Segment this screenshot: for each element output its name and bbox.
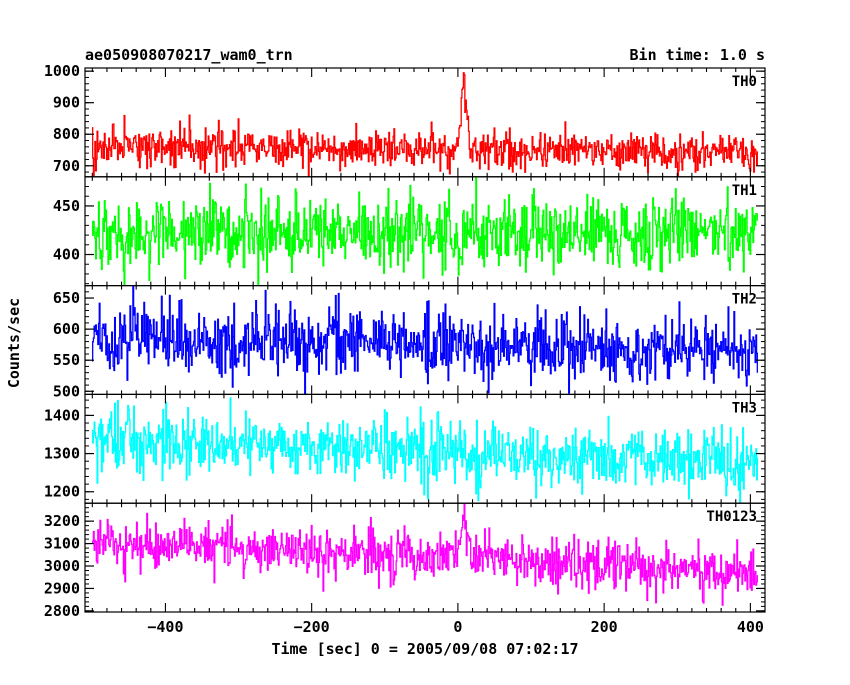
series-line-th2 (91, 285, 759, 395)
panel-th0123: 2800 2900 3000 3100 3200 TH0123 (44, 502, 766, 620)
x-tick-label: 0 (453, 618, 462, 636)
series-line-th1 (91, 176, 759, 286)
x-axis-label: Time [sec] 0 = 2005/09/08 07:02:17 (271, 640, 578, 658)
x-tick-label: 200 (591, 618, 618, 636)
y-tick-label: 3100 (44, 535, 80, 553)
series-line-th0123 (91, 503, 759, 606)
y-tick-label: 1400 (44, 406, 80, 424)
y-tick-label: 900 (53, 94, 80, 112)
x-tick-label: 400 (737, 618, 764, 636)
series-line-th0 (91, 72, 759, 177)
panel-th2: 500 550 600 650 TH2 (53, 285, 766, 400)
y-tick-label: 3000 (44, 557, 80, 575)
y-tick-label: 700 (53, 157, 80, 175)
y-tick-label: 550 (53, 351, 80, 369)
y-tick-label: 1300 (44, 445, 80, 463)
y-tick-label: 800 (53, 125, 80, 143)
panel-label-th0123: TH0123 (706, 509, 757, 525)
y-tick-label: 600 (53, 320, 80, 338)
x-tick-label: −400 (147, 618, 183, 636)
y-tick-label: 3200 (44, 512, 80, 530)
panel-th1: 400 450 TH1 (53, 176, 766, 287)
series-line-th3 (91, 397, 759, 504)
y-tick-label: 500 (53, 382, 80, 400)
x-tick-label: −200 (294, 618, 330, 636)
chart-title: ae050908070217_wam0_trn (85, 46, 293, 64)
y-tick-label: 1200 (44, 483, 80, 501)
bin-time-label: Bin time: 1.0 s (630, 46, 765, 64)
y-tick-label: 2800 (44, 602, 80, 620)
panel-label-th2: TH2 (732, 292, 757, 308)
panel-th0: 700 800 900 1000 TH0 (44, 62, 766, 178)
y-axis-label: Counts/sec (5, 298, 23, 388)
panel-label-th3: TH3 (732, 400, 757, 416)
panels-group: 700 800 900 1000 TH0 400 450 TH1 500 550 600 650 TH2… (44, 62, 766, 636)
panel-frame (84, 502, 766, 613)
panel-label-th0: TH0 (732, 74, 757, 90)
y-tick-label: 400 (53, 246, 80, 264)
y-tick-label: 650 (53, 289, 80, 307)
y-tick-label: 1000 (44, 62, 80, 80)
y-tick-label: 450 (53, 197, 80, 215)
y-tick-label: 2900 (44, 579, 80, 597)
panel-th3: 1200 1300 1400 TH3 (44, 393, 766, 504)
panel-label-th1: TH1 (732, 183, 757, 199)
